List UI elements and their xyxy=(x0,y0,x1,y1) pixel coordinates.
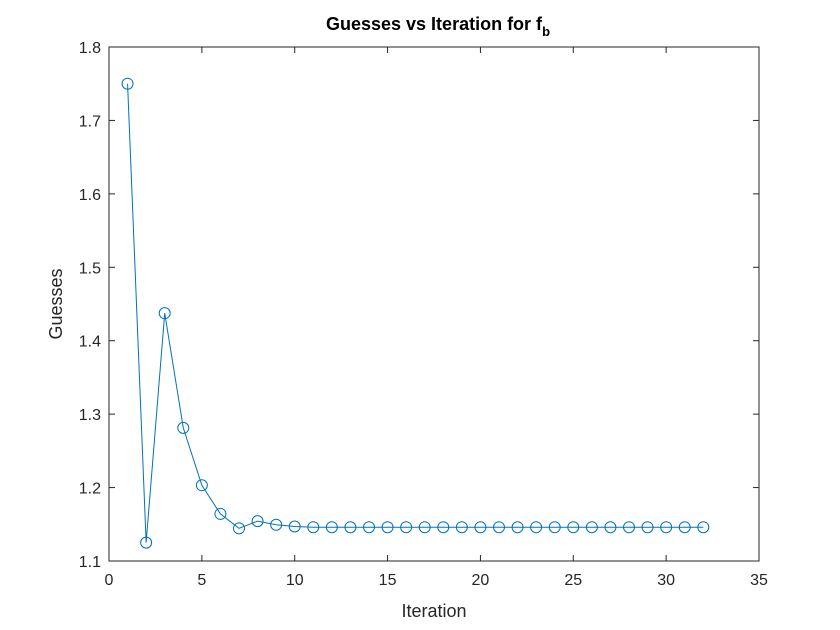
data-point-marker xyxy=(474,521,487,534)
data-point-marker xyxy=(214,507,227,520)
data-point-marker xyxy=(641,521,654,534)
data-point-marker xyxy=(567,521,580,534)
data-point-marker xyxy=(251,515,264,528)
y-tick-label: 1.5 xyxy=(79,260,101,277)
series-markers xyxy=(121,77,710,549)
x-tick-label: 35 xyxy=(750,572,768,589)
data-point-marker xyxy=(233,522,245,535)
data-point-marker xyxy=(270,518,283,531)
data-point-marker xyxy=(623,521,635,534)
y-axis-ticks: 1.1 1.2 1.3 1.4 1.5 1.6 1.7 1.8 xyxy=(79,40,759,571)
x-tick-label: 15 xyxy=(379,572,397,589)
x-axis-label: Iteration xyxy=(401,601,466,621)
data-point-marker xyxy=(437,521,450,534)
data-point-marker xyxy=(325,521,338,534)
chart-title: Guesses vs Iteration for fb xyxy=(326,14,550,39)
x-tick-label: 20 xyxy=(472,572,490,589)
x-tick-label: 5 xyxy=(197,572,206,589)
y-tick-label: 1.6 xyxy=(79,187,101,204)
y-axis-label: Guesses xyxy=(46,268,66,339)
plot-area: 0 5 10 15 20 25 30 35 1.1 1.2 1.3 1.4 1.5 1.6 1.7 1.8 xyxy=(79,40,768,589)
data-point-marker xyxy=(121,77,134,90)
data-point-marker xyxy=(530,521,543,534)
y-tick-label: 1.8 xyxy=(79,40,101,57)
x-tick-label: 30 xyxy=(657,572,675,589)
data-point-marker xyxy=(344,521,357,534)
data-point-marker xyxy=(678,521,691,534)
y-tick-label: 1.1 xyxy=(79,554,101,571)
data-point-marker xyxy=(493,521,505,534)
data-point-marker xyxy=(418,521,431,534)
axes-box xyxy=(108,46,760,562)
x-axis-ticks: 0 5 10 15 20 25 30 35 xyxy=(105,47,768,589)
y-tick-label: 1.3 xyxy=(79,407,101,424)
data-point-marker xyxy=(158,307,171,320)
data-point-marker xyxy=(400,521,413,534)
x-tick-label: 25 xyxy=(564,572,582,589)
y-tick-label: 1.7 xyxy=(79,113,101,130)
data-point-marker xyxy=(660,521,673,534)
data-point-marker xyxy=(288,520,301,533)
chart-title-subscript: b xyxy=(542,24,550,39)
series-line xyxy=(127,83,704,543)
data-point-marker xyxy=(604,521,617,534)
data-point-marker xyxy=(697,521,710,534)
y-tick-label: 1.4 xyxy=(79,334,101,351)
x-tick-label: 10 xyxy=(286,572,304,589)
data-point-marker xyxy=(140,536,153,549)
chart-title-main: Guesses vs Iteration for f xyxy=(326,14,543,34)
data-point-marker xyxy=(381,521,394,534)
data-point-marker xyxy=(548,521,561,534)
x-tick-label: 0 xyxy=(105,572,114,589)
data-point-marker xyxy=(307,521,320,534)
data-point-marker xyxy=(511,521,524,534)
data-point-marker xyxy=(585,521,598,534)
y-tick-label: 1.2 xyxy=(79,481,101,498)
data-point-marker xyxy=(177,421,190,434)
data-point-marker xyxy=(363,521,375,534)
data-point-marker xyxy=(455,521,468,534)
data-point-marker xyxy=(195,479,208,492)
